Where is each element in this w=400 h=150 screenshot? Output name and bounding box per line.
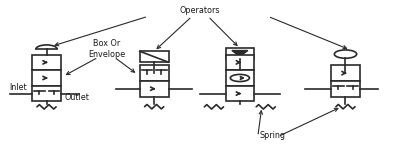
Bar [32, 55, 61, 70]
Bar [140, 65, 168, 81]
Bar [226, 86, 254, 101]
Bar [226, 48, 254, 59]
Text: Spring: Spring [260, 131, 286, 140]
Bar [32, 86, 61, 101]
Bar [226, 70, 254, 86]
Bar [140, 81, 168, 97]
Bar [140, 51, 168, 62]
Text: Box Or
Envelope: Box Or Envelope [88, 39, 125, 59]
Text: Outlet: Outlet [64, 93, 89, 102]
Polygon shape [232, 51, 248, 56]
Bar [32, 70, 61, 86]
Text: Operators: Operators [180, 6, 220, 15]
Bar [331, 81, 360, 97]
Text: Inlet: Inlet [9, 83, 27, 92]
Bar [331, 65, 360, 81]
Bar [226, 55, 254, 70]
